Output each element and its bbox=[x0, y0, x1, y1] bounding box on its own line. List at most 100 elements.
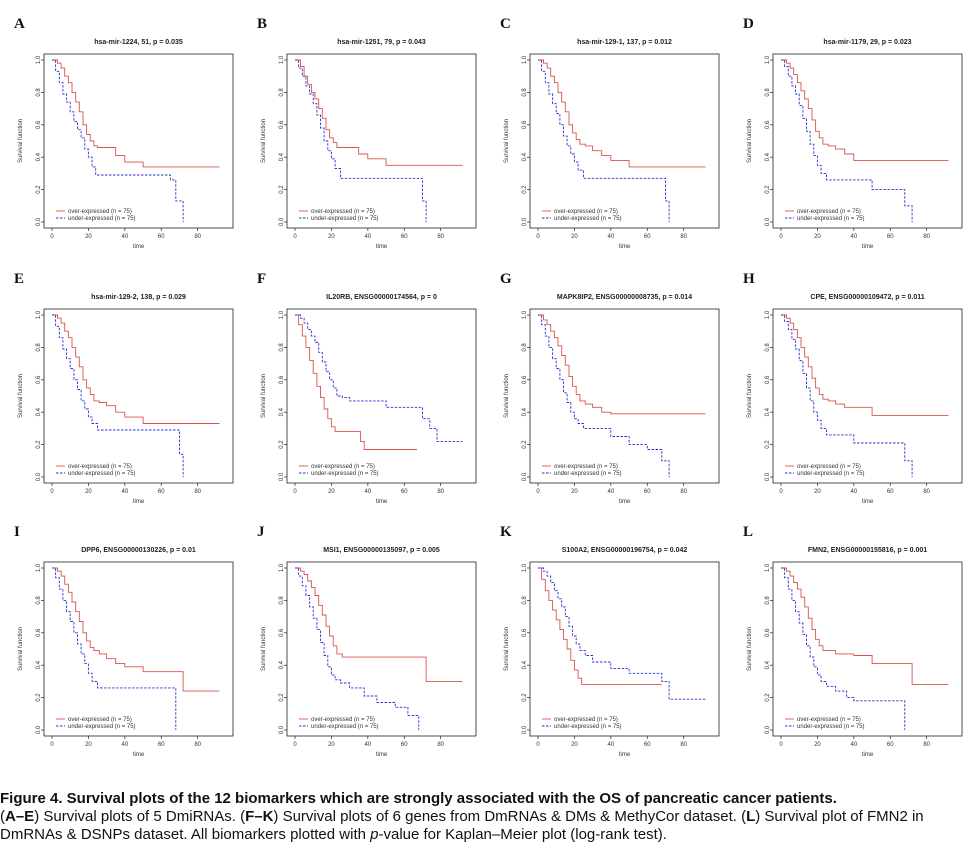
legend-label: over-expressed (n = 75) bbox=[797, 717, 861, 723]
y-tick-label: 0.0 bbox=[522, 472, 528, 481]
y-axis-label: Survival function bbox=[747, 119, 753, 163]
plot-frame bbox=[529, 308, 720, 484]
x-tick-label: 20 bbox=[328, 489, 335, 495]
x-tick-label: 20 bbox=[571, 234, 578, 240]
x-tick-label: 20 bbox=[328, 234, 335, 240]
legend-label: over-expressed (n = 75) bbox=[311, 209, 375, 215]
x-tick-label: 20 bbox=[85, 742, 92, 748]
caption-text-4: ) Survival plot of FMN2 in DmRNAs & DSNP… bbox=[0, 808, 924, 843]
y-tick-label: 0.6 bbox=[279, 375, 285, 384]
y-tick-label: 0.0 bbox=[522, 725, 528, 734]
x-tick-label: 60 bbox=[401, 742, 408, 748]
y-tick-label: 0.8 bbox=[279, 343, 285, 352]
y-tick-label: 0.2 bbox=[765, 693, 771, 702]
legend-label: under-expressed (n = 75) bbox=[554, 216, 622, 222]
y-tick-label: 0.8 bbox=[36, 596, 42, 605]
y-axis-label: Survival function bbox=[504, 374, 510, 418]
y-axis-label: Survival function bbox=[261, 627, 267, 671]
x-axis-label: time bbox=[862, 244, 874, 250]
y-tick-label: 0.8 bbox=[279, 88, 285, 97]
y-tick-label: 1.0 bbox=[36, 55, 42, 64]
plot-title: hsa-mir-1251, 79, p = 0.043 bbox=[337, 39, 426, 46]
km-plot: IL20RB, ENSG00000174564, p = 0 0 20 40 60 80 0… bbox=[261, 294, 477, 505]
series-under-expressed bbox=[538, 567, 706, 700]
series-under-expressed bbox=[52, 567, 177, 730]
x-tick-label: 40 bbox=[121, 742, 128, 748]
x-tick-label: 0 bbox=[536, 742, 540, 748]
y-tick-label: 0.6 bbox=[279, 120, 285, 129]
x-tick-label: 60 bbox=[158, 489, 165, 495]
x-tick-label: 40 bbox=[850, 489, 857, 495]
legend-label: over-expressed (n = 75) bbox=[554, 717, 618, 723]
x-tick-label: 40 bbox=[607, 742, 614, 748]
y-tick-label: 0.2 bbox=[279, 440, 285, 449]
y-axis-label: Survival function bbox=[18, 627, 24, 671]
x-axis-label: time bbox=[376, 244, 388, 250]
km-plot: hsa-mir-129-2, 138, p = 0.029 0 20 40 60 80 0.… bbox=[18, 294, 234, 505]
y-tick-label: 0.2 bbox=[279, 693, 285, 702]
y-tick-label: 1.0 bbox=[522, 310, 528, 319]
y-axis-label: Survival function bbox=[18, 119, 24, 163]
x-tick-label: 0 bbox=[536, 489, 540, 495]
y-tick-label: 0.8 bbox=[36, 88, 42, 97]
x-tick-label: 0 bbox=[50, 234, 54, 240]
x-tick-label: 40 bbox=[121, 234, 128, 240]
legend-label: under-expressed (n = 75) bbox=[554, 724, 622, 730]
plot-title: S100A2, ENSG00000196754, p = 0.042 bbox=[562, 547, 688, 554]
x-tick-label: 80 bbox=[680, 489, 687, 495]
x-tick-label: 60 bbox=[887, 489, 894, 495]
y-tick-label: 0.0 bbox=[279, 472, 285, 481]
x-axis-label: time bbox=[619, 499, 631, 505]
x-tick-label: 0 bbox=[779, 234, 783, 240]
figure-caption: Figure 4. Survival plots of the 12 bioma… bbox=[0, 790, 974, 844]
km-plot: CPE, ENSG00000109472, p = 0.011 0 20 40 60 80… bbox=[747, 294, 963, 505]
series-under-expressed bbox=[52, 314, 184, 477]
km-plot: MAPK8IP2, ENSG00000008735, p = 0.014 0 20 4… bbox=[504, 294, 720, 505]
series-under-expressed bbox=[538, 314, 670, 477]
y-tick-label: 0.6 bbox=[522, 120, 528, 129]
x-tick-label: 80 bbox=[194, 489, 201, 495]
plot-frame bbox=[43, 308, 234, 484]
x-tick-label: 80 bbox=[437, 234, 444, 240]
y-axis-label: Survival function bbox=[747, 374, 753, 418]
legend-label: over-expressed (n = 75) bbox=[554, 464, 618, 470]
x-tick-label: 40 bbox=[121, 489, 128, 495]
y-tick-label: 0.4 bbox=[765, 407, 771, 416]
plot-frame bbox=[772, 53, 963, 229]
plot-title: CPE, ENSG00000109472, p = 0.011 bbox=[810, 294, 924, 301]
y-tick-label: 0.0 bbox=[765, 217, 771, 226]
km-plot: hsa-mir-129-1, 137, p = 0.012 0 20 40 60 80 0.… bbox=[504, 39, 720, 250]
plot-frame bbox=[286, 561, 477, 737]
x-tick-label: 60 bbox=[401, 489, 408, 495]
y-tick-label: 0.2 bbox=[522, 185, 528, 194]
x-tick-label: 60 bbox=[644, 742, 651, 748]
x-tick-label: 20 bbox=[85, 234, 92, 240]
x-tick-label: 80 bbox=[437, 742, 444, 748]
y-axis-label: Survival function bbox=[261, 374, 267, 418]
x-tick-label: 40 bbox=[850, 742, 857, 748]
series-over-expressed bbox=[295, 314, 417, 450]
x-tick-label: 0 bbox=[293, 742, 297, 748]
plot-title: hsa-mir-129-2, 138, p = 0.029 bbox=[91, 294, 186, 301]
y-tick-label: 0.4 bbox=[765, 152, 771, 161]
panel-letter: G bbox=[500, 271, 512, 287]
x-tick-label: 60 bbox=[158, 234, 165, 240]
x-tick-label: 20 bbox=[571, 742, 578, 748]
x-tick-label: 80 bbox=[437, 489, 444, 495]
plot-title: DPP6, ENSG00000130226, p = 0.01 bbox=[81, 547, 196, 554]
legend-label: under-expressed (n = 75) bbox=[68, 216, 136, 222]
y-tick-label: 0.0 bbox=[36, 725, 42, 734]
y-tick-label: 0.4 bbox=[36, 152, 42, 161]
x-tick-label: 80 bbox=[923, 489, 930, 495]
x-tick-label: 40 bbox=[364, 234, 371, 240]
x-tick-label: 60 bbox=[887, 742, 894, 748]
x-tick-label: 20 bbox=[814, 234, 821, 240]
x-tick-label: 60 bbox=[644, 489, 651, 495]
series-over-expressed bbox=[538, 314, 706, 415]
panel-l: L FMN2, ENSG00000155816, p = 0.001 0 20 40 60… bbox=[729, 508, 965, 760]
y-tick-label: 0.0 bbox=[36, 217, 42, 226]
x-tick-label: 80 bbox=[923, 742, 930, 748]
plot-title: MSI1, ENSG00000135097, p = 0.005 bbox=[323, 547, 440, 554]
series-over-expressed bbox=[295, 59, 463, 166]
x-tick-label: 80 bbox=[194, 234, 201, 240]
